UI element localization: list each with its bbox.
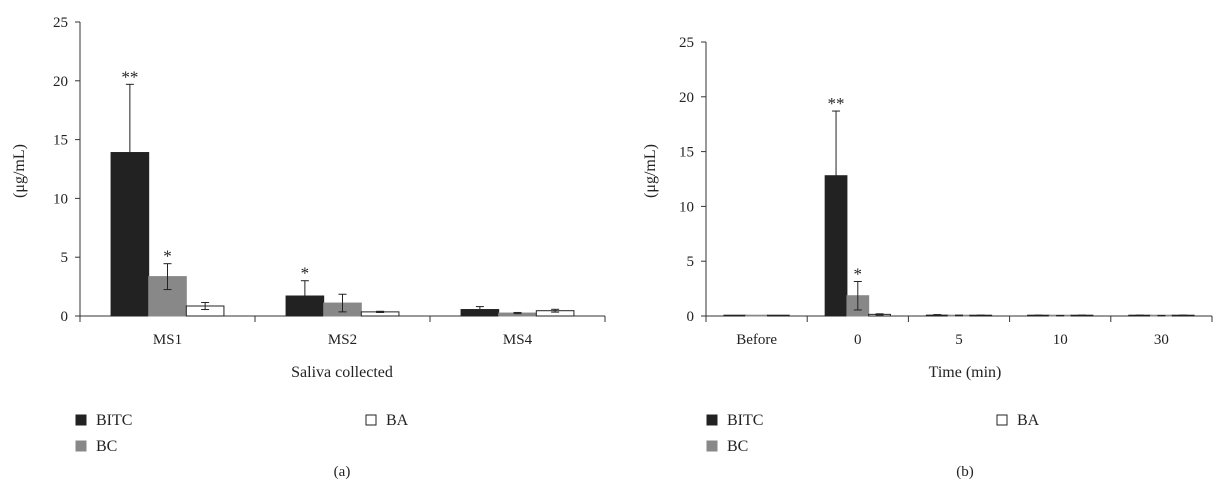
legend-label-bc: BC (727, 438, 748, 455)
panel-b: (μg/mL) Time (min) (b) BITC BC BA 0 5 10 15… (642, 35, 1213, 480)
significance-marker: * (163, 247, 172, 266)
panel-label: (a) (334, 464, 351, 480)
significance-marker: * (854, 264, 863, 283)
legend-swatch-bitc (706, 414, 718, 426)
y-tick-label: 20 (679, 90, 694, 106)
legend-label-bc: BC (96, 438, 117, 455)
x-tick-label: MS1 (153, 332, 182, 348)
y-tick-label: 10 (53, 191, 68, 207)
y-tick-label: 0 (687, 309, 695, 325)
y-tick-label: 0 (61, 309, 69, 325)
x-axis-title: Time (min) (929, 364, 1002, 381)
legend-label-ba: BA (1017, 412, 1040, 429)
y-tick-label: 15 (53, 133, 68, 149)
significance-marker: ** (828, 94, 845, 113)
panel-label: (b) (956, 464, 974, 480)
bar-ba (766, 314, 790, 317)
significance-marker: * (301, 264, 310, 283)
y-tick-label: 20 (53, 74, 68, 90)
significance-marker: ** (121, 67, 138, 86)
legend-label-ba: BA (386, 412, 409, 429)
y-tick-label: 25 (679, 35, 694, 51)
y-tick-label: 15 (679, 145, 694, 161)
x-tick-label: 30 (1154, 332, 1169, 348)
legend-swatch-bc (706, 440, 718, 452)
legend-swatch-bc (75, 440, 87, 452)
legend-swatch-ba (996, 414, 1008, 426)
panel-a: (μg/mL) Saliva collected (a) BITC BC BA … (11, 15, 606, 480)
y-tick-label: 10 (679, 199, 694, 215)
x-tick-label: Before (736, 332, 777, 348)
legend-label-bitc: BITC (727, 412, 763, 429)
legend-swatch-ba (365, 414, 377, 426)
bar-bc (745, 314, 768, 317)
y-axis-title: (μg/mL) (11, 144, 28, 198)
legend-swatch-bitc (75, 414, 87, 426)
y-tick-label: 5 (687, 254, 695, 270)
y-tick-label: 5 (61, 250, 69, 266)
x-tick-label: 0 (854, 332, 862, 348)
x-tick-label: 5 (955, 332, 963, 348)
x-axis-title: Saliva collected (291, 364, 393, 381)
y-tick-label: 25 (53, 15, 68, 31)
bar-bitc (723, 314, 747, 317)
x-tick-label: MS4 (503, 332, 533, 348)
legend-label-bitc: BITC (96, 412, 132, 429)
x-tick-label: MS2 (328, 332, 357, 348)
x-tick-label: 10 (1053, 332, 1068, 348)
y-axis-title: (μg/mL) (642, 144, 659, 198)
